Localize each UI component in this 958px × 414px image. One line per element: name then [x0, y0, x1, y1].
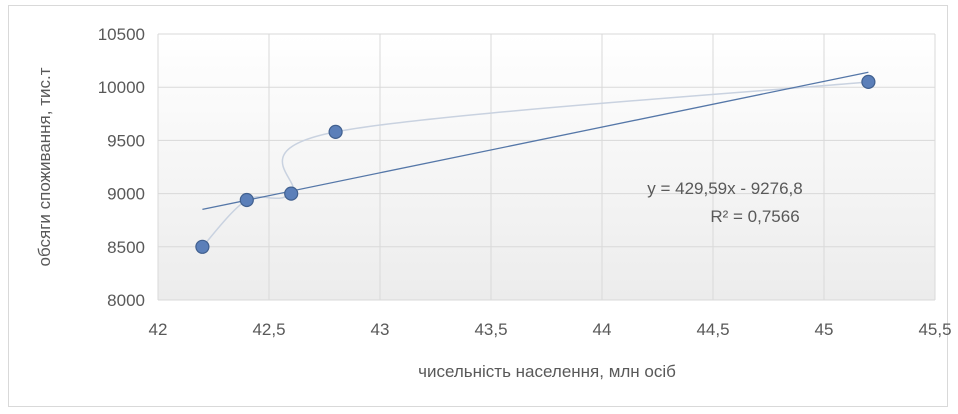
x-tick-label: 43: [371, 320, 390, 339]
trendline-equation: y = 429,59x - 9276,8: [647, 179, 802, 198]
y-tick-label: 9000: [107, 185, 145, 204]
x-tick-label: 44,5: [696, 320, 729, 339]
plot-area: [158, 34, 935, 300]
x-tick-label: 45,5: [918, 320, 951, 339]
x-tick-label: 43,5: [474, 320, 507, 339]
y-tick-label: 10000: [98, 78, 145, 97]
x-tick-label: 42,5: [252, 320, 285, 339]
data-point: [862, 75, 875, 88]
y-tick-label: 9500: [107, 131, 145, 150]
x-tick-label: 44: [593, 320, 612, 339]
data-point: [285, 187, 298, 200]
y-tick-labels: 8000 8500 9000 9500 10000 10500: [98, 25, 145, 310]
data-point: [329, 125, 342, 138]
y-axis-title: обсяги споживання, тис.т: [35, 67, 54, 266]
y-tick-label: 8500: [107, 238, 145, 257]
data-point: [240, 193, 253, 206]
trendline-r2: R² = 0,7566: [710, 207, 799, 226]
x-tick-label: 42: [149, 320, 168, 339]
x-tick-label: 45: [815, 320, 834, 339]
data-point: [196, 240, 209, 253]
y-tick-label: 10500: [98, 25, 145, 44]
x-tick-labels: 42 42,5 43 43,5 44 44,5 45 45,5: [149, 320, 952, 339]
x-axis-title: чисельність населення, млн осіб: [418, 362, 676, 381]
y-tick-label: 8000: [107, 291, 145, 310]
